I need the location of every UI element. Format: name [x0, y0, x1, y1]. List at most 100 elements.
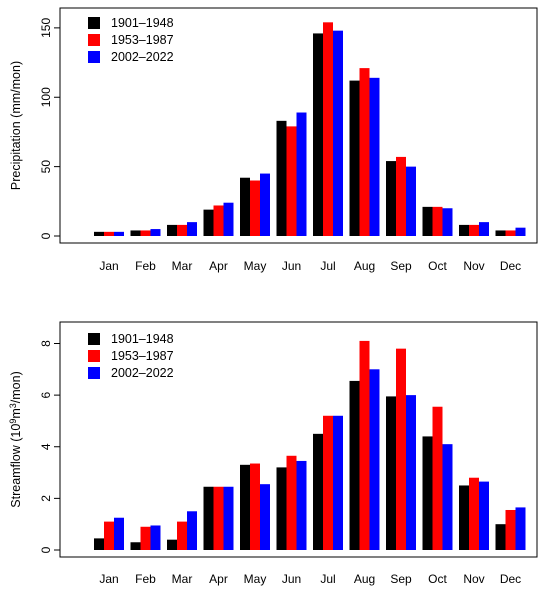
bar-oct-series-1 — [422, 436, 433, 550]
bar-jun-series-1 — [276, 120, 287, 236]
plot-frame — [59, 321, 538, 558]
bar-mar-series-1 — [167, 224, 177, 236]
bar-feb-series-3 — [150, 525, 161, 550]
y-tick-label: 0 — [39, 546, 53, 553]
y-tick-label: 100 — [39, 87, 53, 107]
bar-jan-series-1 — [94, 231, 104, 236]
bar-apr-series-2 — [213, 486, 224, 550]
bar-jan-series-3 — [114, 517, 124, 550]
bar-dec-series-2 — [505, 230, 516, 236]
x-category-label: Jul — [320, 259, 335, 273]
bar-dec-series-3 — [515, 227, 526, 236]
legend-swatch-1 — [88, 17, 100, 29]
bar-jun-series-3 — [296, 460, 307, 550]
bar-dec-series-2 — [505, 509, 516, 550]
x-category-label: Nov — [463, 572, 484, 586]
y-axis-title-superscript: 9 — [8, 419, 18, 424]
bar-feb-series-1 — [130, 542, 141, 550]
bar-dec-series-3 — [515, 507, 526, 550]
y-axis-title: Precipitation (mm/mon) — [9, 61, 23, 190]
bar-dec-series-1 — [495, 230, 506, 236]
legend-label-1: 1901–1948 — [111, 332, 174, 346]
bar-nov-series-3 — [479, 481, 489, 550]
bar-aug-series-3 — [369, 369, 380, 550]
y-tick-label: 50 — [39, 160, 53, 174]
bar-mar-series-3 — [187, 222, 197, 236]
precipitation-chart: 0 50 100 150 Precipitation (mm/mon) Jan Feb Mar… — [9, 7, 538, 273]
x-category-label: Jan — [99, 259, 118, 273]
bar-oct-series-3 — [442, 208, 453, 236]
bar-dec-series-1 — [495, 524, 506, 550]
bar-may-series-2 — [250, 463, 260, 550]
x-category-label: Apr — [209, 572, 228, 586]
bar-feb-series-2 — [140, 526, 151, 550]
bar-aug-series-2 — [359, 68, 370, 236]
bar-jun-series-3 — [296, 112, 307, 236]
x-category-label: Feb — [135, 259, 156, 273]
bar-may-series-2 — [250, 180, 260, 236]
bar-sep-series-1 — [386, 161, 396, 236]
bar-jan-series-3 — [114, 231, 124, 236]
bar-may-series-3 — [260, 484, 270, 550]
bar-oct-series-3 — [442, 444, 453, 550]
bar-aug-series-1 — [349, 380, 360, 550]
x-category-label: Dec — [500, 259, 521, 273]
x-category-label: Apr — [209, 259, 228, 273]
streamflow-chart: 0 2 4 6 8 Streamflow (109m3/mon) Jan Feb Mar Apr M… — [8, 321, 538, 586]
bar-oct-series-2 — [432, 406, 443, 550]
legend-label-3: 2002–2022 — [111, 366, 174, 380]
legend-swatch-3 — [88, 51, 100, 63]
x-category-label: Oct — [428, 259, 447, 273]
legend-swatch-1 — [88, 333, 100, 345]
bar-jul-series-3 — [333, 30, 343, 237]
bar-may-series-3 — [260, 173, 270, 236]
bar-nov-series-1 — [459, 224, 469, 236]
legend-label-1: 1901–1948 — [111, 16, 174, 30]
x-category-label: Jan — [99, 572, 118, 586]
x-category-label: Nov — [463, 259, 484, 273]
legend-label-2: 1953–1987 — [111, 349, 174, 363]
bar-sep-series-2 — [396, 348, 406, 550]
legend-swatch-2 — [88, 350, 100, 362]
y-axis-title: Streamflow (109m3/mon) — [8, 371, 23, 507]
y-tick-label: 150 — [39, 18, 53, 38]
bar-aug-series-1 — [349, 80, 360, 236]
bar-jul-series-1 — [313, 433, 323, 550]
legend-swatch-3 — [88, 367, 100, 379]
bar-sep-series-3 — [406, 395, 416, 550]
bar-jul-series-2 — [323, 22, 333, 237]
bar-apr-series-2 — [213, 205, 224, 236]
x-category-label: Oct — [428, 572, 447, 586]
bar-jan-series-2 — [104, 231, 114, 236]
y-axis-title-part: Streamflow (10 — [9, 424, 23, 508]
x-category-label: Jul — [320, 572, 335, 586]
y-tick-label: 4 — [39, 443, 53, 450]
bar-may-series-1 — [240, 177, 250, 236]
legend-swatch-2 — [88, 34, 100, 46]
bar-nov-series-2 — [469, 224, 479, 236]
bar-sep-series-1 — [386, 396, 396, 550]
bar-feb-series-1 — [130, 230, 141, 236]
bar-apr-series-3 — [223, 202, 234, 236]
bar-aug-series-2 — [359, 340, 370, 550]
x-category-label: Sep — [390, 572, 412, 586]
bar-jul-series-2 — [323, 415, 333, 550]
bar-feb-series-3 — [150, 229, 161, 236]
x-category-label: Sep — [390, 259, 412, 273]
bar-jun-series-2 — [286, 126, 297, 236]
bar-jan-series-1 — [94, 538, 104, 550]
bar-sep-series-3 — [406, 166, 416, 236]
bar-aug-series-3 — [369, 77, 380, 236]
legend-label-3: 2002–2022 — [111, 50, 174, 64]
plot-frame — [59, 7, 538, 244]
bar-nov-series-1 — [459, 485, 469, 550]
bar-oct-series-1 — [422, 206, 433, 236]
bar-jan-series-2 — [104, 521, 114, 550]
y-tick-label: 8 — [39, 340, 53, 347]
x-category-label: Mar — [172, 572, 193, 586]
bar-jun-series-1 — [276, 467, 287, 550]
y-axis-title-part: /mon) — [9, 371, 23, 403]
bar-apr-series-1 — [203, 486, 214, 550]
legend-label-2: 1953–1987 — [111, 33, 174, 47]
